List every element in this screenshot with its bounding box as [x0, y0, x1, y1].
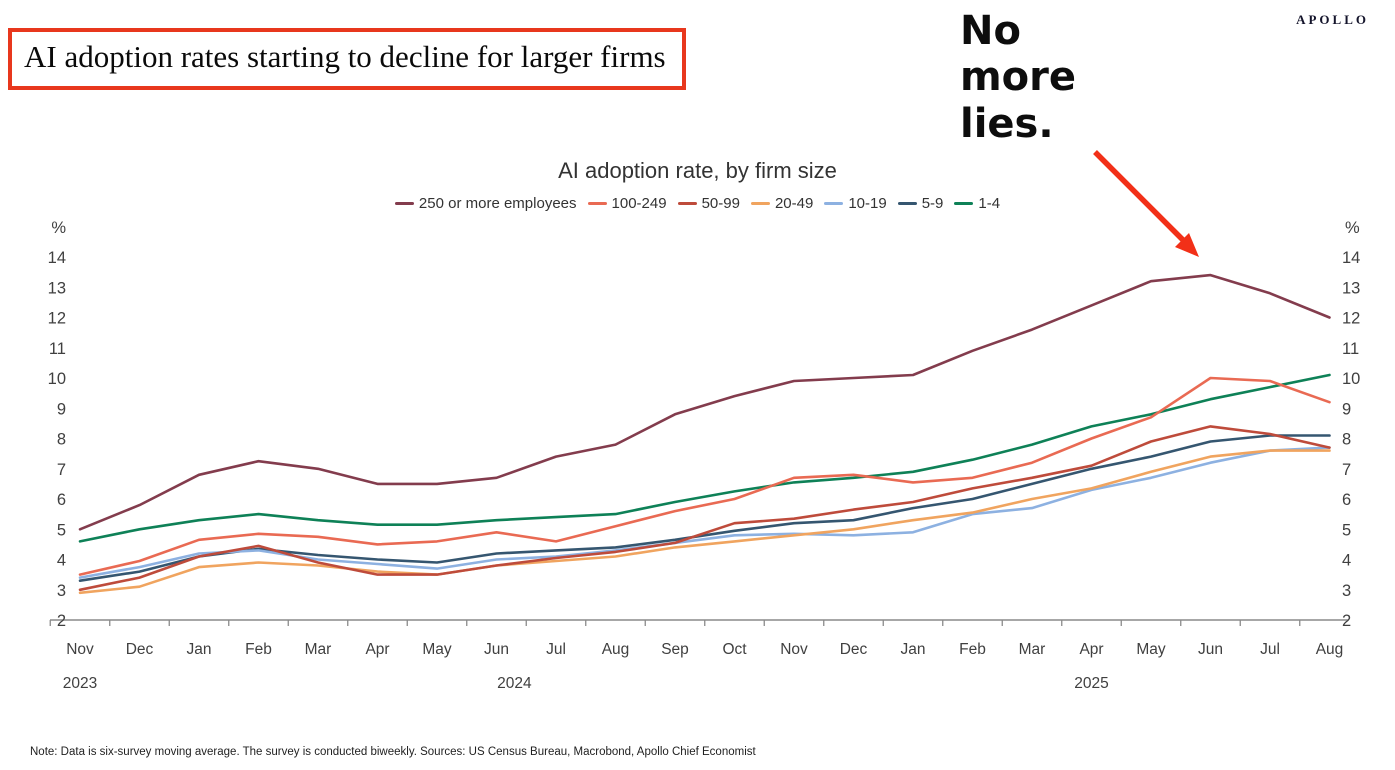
y-tick-label-left: 5: [57, 521, 66, 539]
y-tick-label-left: 8: [57, 431, 66, 449]
legend-label: 10-19: [848, 195, 887, 212]
legend-swatch-icon: [750, 202, 770, 205]
series-line-50-99: [78, 425, 1331, 592]
x-month-label: Jan: [187, 641, 212, 658]
legend-swatch-icon: [677, 202, 697, 205]
y-tick-label-left: 14: [48, 249, 66, 267]
y-tick-label-left: 10: [48, 370, 66, 388]
legend-label: 5-9: [921, 195, 944, 212]
page-title: AI adoption rates starting to decline fo…: [8, 28, 686, 90]
legend-label: 20-49: [774, 195, 814, 212]
series-line-250-or-more-employees: [78, 273, 1331, 531]
source-note: Note: Data is six-survey moving average.…: [30, 746, 756, 758]
legend-swatch-icon: [394, 202, 414, 205]
x-month-label: Aug: [1316, 641, 1344, 658]
x-year-label: 2025: [1074, 675, 1108, 692]
x-month-label: Jun: [1198, 641, 1223, 658]
legend-swatch-icon: [824, 202, 844, 205]
y-tick-label-right: 13: [1342, 279, 1360, 297]
y-tick-label-left: 6: [57, 491, 66, 509]
x-month-label: May: [1136, 641, 1166, 658]
y-tick-label-left: 4: [57, 552, 66, 570]
legend-item: 20-49: [750, 195, 814, 212]
x-month-label: Jan: [901, 641, 926, 658]
legend-item: 50-99: [677, 195, 740, 212]
y-tick-label-left: 7: [57, 461, 66, 479]
x-month-label: Nov: [780, 641, 808, 658]
y-tick-label-right: 2: [1342, 612, 1351, 630]
legend-swatch-icon: [587, 202, 607, 205]
chart-title: AI adoption rate, by firm size: [558, 158, 837, 183]
y-tick-label-right: 12: [1342, 310, 1360, 328]
legend-item: 100-249: [587, 195, 667, 212]
legend-item: 1-4: [954, 195, 1000, 212]
y-tick-label-right: 3: [1342, 582, 1351, 600]
legend-swatch-icon: [954, 202, 974, 205]
legend-item: 10-19: [824, 195, 887, 212]
legend-label: 50-99: [701, 195, 740, 212]
x-month-label: Apr: [365, 641, 389, 658]
x-month-label: May: [422, 641, 452, 658]
y-tick-label-left: 11: [49, 340, 66, 358]
x-month-label: Aug: [602, 641, 630, 658]
y-tick-label-left: 3: [57, 582, 66, 600]
series-line-20-49: [78, 449, 1331, 595]
y-tick-label-left: 13: [48, 279, 66, 297]
x-month-label: Feb: [245, 641, 272, 658]
chart-legend: 250 or more employees 100-249 50-99 20-49 10…: [0, 195, 1395, 212]
y-tick-label-right: 6: [1342, 491, 1351, 509]
y-tick-label-right: 10: [1342, 370, 1360, 388]
x-month-label: Jun: [484, 641, 509, 658]
legend-item: 250 or more employees: [394, 195, 577, 212]
y-axis-unit-right: %: [1345, 219, 1360, 237]
series-line-5-9: [78, 434, 1331, 583]
x-month-label: Dec: [126, 641, 154, 658]
legend-item: 5-9: [897, 195, 944, 212]
y-axis-unit-left: %: [51, 219, 66, 237]
legend-swatch-icon: [897, 202, 917, 205]
x-year-label: 2024: [497, 675, 532, 692]
y-tick-label-right: 7: [1342, 461, 1351, 479]
series-line-100-249: [78, 376, 1331, 576]
annotation-text: No more lies.: [960, 8, 1077, 147]
x-month-label: Feb: [959, 641, 986, 658]
legend-label: 250 or more employees: [418, 195, 577, 212]
x-month-label: Sep: [661, 641, 689, 658]
x-month-label: Jul: [546, 641, 566, 658]
x-month-label: Jul: [1260, 641, 1280, 658]
x-month-label: Oct: [722, 641, 747, 658]
legend-label: 1-4: [978, 195, 1001, 212]
y-tick-label-right: 8: [1342, 431, 1351, 449]
y-tick-label-right: 11: [1342, 340, 1359, 358]
y-tick-label-right: 14: [1342, 249, 1360, 267]
apollo-logo: APOLLO: [1296, 12, 1369, 27]
x-month-label: Apr: [1079, 641, 1103, 658]
y-tick-label-left: 12: [48, 310, 66, 328]
x-month-label: Dec: [840, 641, 868, 658]
x-year-label: 2023: [63, 675, 97, 692]
y-tick-label-left: 9: [57, 400, 66, 418]
y-tick-label-right: 5: [1342, 521, 1351, 539]
legend-label: 100-249: [611, 195, 667, 212]
x-month-label: Nov: [66, 641, 94, 658]
y-tick-label-right: 4: [1342, 552, 1351, 570]
series-line-10-19: [78, 446, 1331, 579]
y-tick-label-left: 2: [57, 612, 66, 630]
x-month-label: Mar: [305, 641, 332, 658]
x-month-label: Mar: [1019, 641, 1046, 658]
series-line-1-4: [78, 373, 1331, 543]
y-tick-label-right: 9: [1342, 400, 1351, 418]
